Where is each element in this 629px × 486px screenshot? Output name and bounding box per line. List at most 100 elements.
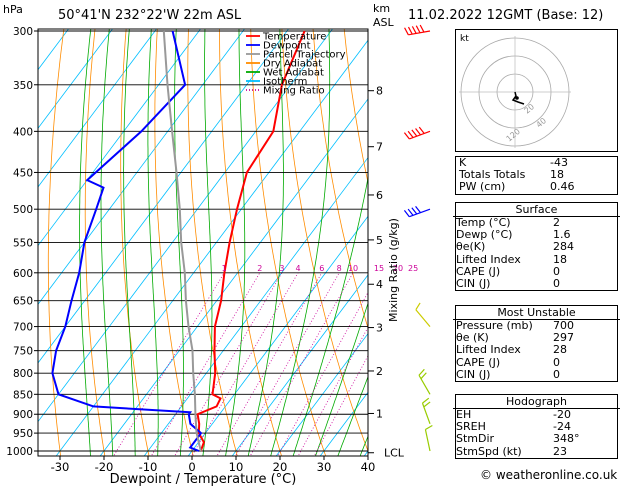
- mixing-ratio-label: 15: [374, 264, 384, 273]
- hodograph-unit: kt: [460, 34, 469, 44]
- table-row: StmSpd (kt) 23: [453, 444, 620, 458]
- table-row-label: Pressure (mb): [456, 319, 533, 332]
- hodograph-ring-label: 40: [535, 116, 549, 129]
- mixing-ratio-line: [235, 272, 340, 456]
- totals-value: 18: [550, 168, 564, 182]
- indices-table: K -43 Totals Totals 18 PW (cm) 0.46: [455, 156, 618, 195]
- wind-barb-flag: [415, 128, 421, 136]
- temperature-tick-label: -20: [95, 460, 114, 474]
- table-row-value: 297: [553, 331, 574, 345]
- wind-barbs: [403, 24, 433, 452]
- wind-barb-flag: [425, 424, 433, 431]
- pw-row: PW (cm) 0.46: [456, 181, 617, 193]
- surface-title: Surface: [515, 203, 558, 216]
- mixing-ratio-line: [277, 291, 368, 456]
- pressure-tick-label: 300: [13, 26, 33, 38]
- k-index-row: K -43: [456, 156, 617, 169]
- table-row-label: θe (K): [456, 331, 489, 345]
- table-row-value: 2: [553, 216, 560, 229]
- table-row-value: 0: [553, 276, 560, 290]
- table-row-label: Temp (°C): [456, 216, 511, 229]
- isotherm-line: [38, 29, 113, 129]
- km-unit-label: km: [373, 2, 390, 15]
- pressure-tick-label: 600: [13, 268, 33, 280]
- hodograph-panel: 20 40 120 kt: [455, 29, 618, 152]
- mixing-ratio-line: [216, 272, 323, 456]
- series-parcel-trajectory: [162, 30, 202, 452]
- table-row-label: StmDir: [456, 432, 495, 446]
- surface-table: Surface Temp (°C) 2 Dewp (°C) 1.6 θe(K) 284 Li…: [453, 202, 620, 292]
- table-row: CAPE (J) 0: [453, 264, 620, 278]
- isotherm-line: [99, 98, 368, 456]
- wind-barb-flag: [415, 25, 421, 34]
- pressure-tick-label: 750: [13, 346, 33, 358]
- pressure-axis: 300 350 400 450 500 550 600 650 700 750 800 850 900 9…: [6, 26, 38, 458]
- most-unstable-table: Most Unstable Pressure (mb) 700 θe (K) 297 L…: [453, 305, 620, 382]
- table-row: Lifted Index 28: [453, 344, 620, 356]
- wind-barb-flag: [407, 208, 414, 216]
- temperature-axis: -30 -20 -10 0 10 20 30 40: [51, 456, 375, 474]
- mixing-ratio-label: 1: [222, 264, 227, 273]
- table-row-value: 23: [553, 444, 567, 458]
- table-row: CAPE (J) 0: [453, 355, 620, 369]
- table-row: θe(K) 284: [453, 241, 620, 253]
- table-row-value: 1.6: [553, 228, 571, 242]
- isotherm-line: [187, 215, 368, 456]
- mixing-ratio-label: 10: [348, 264, 358, 273]
- wind-barb-flag: [415, 302, 421, 311]
- most-unstable-rows: Pressure (mb) 700 θe (K) 297 Lifted Index 28 C…: [453, 319, 620, 381]
- height-axis: 8 7 6 5 4 3 2 1 LCL: [368, 85, 405, 460]
- wind-barb-flag: [411, 26, 417, 34]
- mixing-ratio-line: [249, 272, 354, 456]
- isotherm-line: [275, 332, 368, 456]
- mixing-ratio-label: 6: [319, 264, 324, 273]
- mixing-ratio-label: 3: [279, 264, 284, 273]
- table-row-label: EH: [456, 408, 472, 421]
- wind-barb-flag: [418, 126, 425, 134]
- hodograph-ring-label: 20: [523, 102, 537, 115]
- table-row-label: CAPE (J): [456, 264, 501, 278]
- wind-barb-flag: [411, 129, 418, 137]
- table-row: CIN (J) 0: [453, 276, 620, 290]
- dry-adiabat-line: [312, 29, 368, 330]
- mixing-ratio-label: 20: [393, 264, 403, 273]
- pressure-tick-label: 500: [13, 204, 33, 216]
- hodograph-ring-label: 120: [505, 127, 522, 144]
- table-row: Temp (°C) 2: [453, 216, 620, 229]
- temperature-tick-label: 30: [317, 460, 332, 474]
- table-row: θe (K) 297: [453, 331, 620, 345]
- table-row-label: CAPE (J): [456, 355, 501, 369]
- table-row-value: -20: [553, 408, 571, 421]
- table-row-label: Lifted Index: [456, 343, 521, 357]
- height-tick-label: 6: [376, 189, 383, 202]
- isotherm-line: [38, 29, 289, 364]
- height-tick-label: 3: [376, 322, 383, 335]
- table-row-value: 700: [553, 319, 574, 332]
- mixing-ratio-axis-title: Mixing Ratio (g/kg): [387, 218, 400, 322]
- height-tick-label: 7: [376, 141, 383, 154]
- legend-label: Dewpoint: [263, 41, 311, 52]
- pressure-tick-label: 1000: [6, 446, 33, 458]
- wind-barb-flag: [403, 210, 410, 218]
- isotherm-line: [38, 29, 245, 305]
- mixing-ratio-labels: 1 2 3 4 6 8 10 15 20 25: [222, 264, 419, 273]
- isotherm-line: [38, 29, 69, 71]
- isotherm-line: [143, 156, 368, 456]
- wind-barb-staff: [409, 130, 431, 140]
- wet-adiabat-line: [225, 29, 246, 456]
- legend-label: Wet Adiabat: [263, 68, 324, 79]
- location-title: 50°41'N 232°22'W 22m ASL: [58, 8, 242, 23]
- dry-adiabat-line: [154, 29, 194, 456]
- temperature-tick-label: 0: [188, 460, 195, 474]
- isobars: [38, 30, 368, 452]
- table-row-label: θe(K): [456, 240, 486, 254]
- table-row: Dewp (°C) 1.6: [453, 228, 620, 242]
- isotherm-line: [0, 0, 71, 468]
- temperature-tick-label: -10: [139, 460, 158, 474]
- mixing-ratio-line: [174, 272, 283, 456]
- wind-barb-flag: [415, 205, 421, 214]
- table-row: Pressure (mb) 700: [453, 319, 620, 332]
- pressure-tick-label: 700: [13, 322, 33, 334]
- isotherm-line: [38, 29, 157, 188]
